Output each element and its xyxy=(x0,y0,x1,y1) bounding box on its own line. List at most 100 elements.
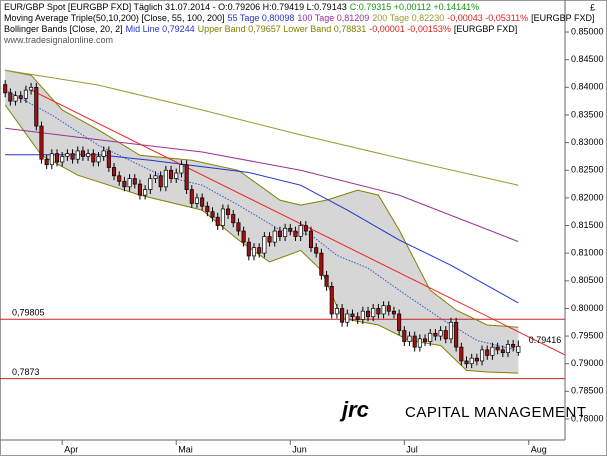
x-tick-label: Jun xyxy=(292,444,307,454)
candle-body xyxy=(251,247,257,257)
candle-body xyxy=(423,338,428,342)
y-tick-label: 0.80500 xyxy=(571,275,604,285)
legend-text: 100 Tage 0,81209 xyxy=(297,13,369,23)
candle-body xyxy=(91,153,96,163)
candle-body xyxy=(355,316,360,320)
candle-body xyxy=(215,216,220,226)
candle-body xyxy=(448,321,453,340)
candle-body xyxy=(158,175,163,188)
candle-body xyxy=(153,175,158,179)
y-tick-label: 0.85000 xyxy=(571,26,604,36)
candle-body xyxy=(75,150,80,160)
legend-text: www.tradesignalonline.com xyxy=(3,35,113,45)
legend-text: -0,00001 -0,00153% xyxy=(369,24,451,34)
candle-body xyxy=(267,236,272,243)
candle-body xyxy=(122,180,127,188)
y-tick-label: 0.79000 xyxy=(571,358,604,368)
legend-text: Moving Average Triple(50,10,200) [Close,… xyxy=(4,13,224,23)
line-1 xyxy=(4,104,519,374)
legend-text: Upper Band 0,79657 Lower Band 0,78831 xyxy=(198,24,367,34)
candle-body xyxy=(454,321,459,348)
candle-body xyxy=(438,330,443,337)
y-tick-label: 0.81000 xyxy=(571,248,604,258)
candle-body xyxy=(179,164,184,174)
candle-body xyxy=(407,335,412,342)
candle-body xyxy=(324,274,329,287)
line-4 xyxy=(5,127,519,243)
candle-body xyxy=(480,349,485,362)
y-tick-label: 0.84000 xyxy=(571,82,604,92)
candle-body xyxy=(18,95,23,99)
candle-body xyxy=(169,169,174,179)
candle-body xyxy=(272,230,277,243)
candle-body xyxy=(163,169,168,188)
y-tick-label: 0.80000 xyxy=(571,303,604,313)
candle-body xyxy=(174,172,179,179)
candle-body xyxy=(459,346,464,362)
candle-body xyxy=(200,197,205,207)
candle-body xyxy=(500,349,505,354)
candle-body xyxy=(127,178,132,188)
candle-body xyxy=(106,150,111,168)
candle-body xyxy=(402,330,407,342)
logo-mark: jrc xyxy=(339,397,369,422)
candle-body xyxy=(360,310,365,320)
candle-body xyxy=(231,214,236,224)
candle-body xyxy=(65,153,70,157)
candle-body xyxy=(490,346,495,356)
legend-text: Bollinger Bands [Close, 20, 2] xyxy=(4,24,123,34)
x-tick-label: Apr xyxy=(64,444,78,454)
candle-body xyxy=(329,285,334,315)
candle-body xyxy=(29,86,34,91)
candle-body xyxy=(417,338,422,348)
x-tick-label: Aug xyxy=(531,444,547,454)
candle-body xyxy=(381,305,386,315)
candle-body xyxy=(350,313,355,318)
legend-line: Bollinger Bands [Close, 20, 2] Mid Line 0… xyxy=(4,24,517,34)
candle-body xyxy=(412,335,417,348)
candle-body xyxy=(137,183,142,196)
candle-body xyxy=(257,247,262,254)
candle-body xyxy=(220,208,225,226)
line-5 xyxy=(5,154,519,304)
candle-body xyxy=(386,305,391,312)
candle-body xyxy=(433,332,438,337)
candle-body xyxy=(334,308,339,315)
candle-body xyxy=(143,189,148,196)
y-tick-label: 0.83000 xyxy=(571,137,604,147)
candle-body xyxy=(428,332,433,342)
legend-line: www.tradesignalonline.com xyxy=(3,35,113,45)
candle-body xyxy=(60,156,65,163)
line-3 xyxy=(5,69,519,186)
candle-body xyxy=(474,357,479,362)
trend-label: 0.79416 xyxy=(529,335,562,345)
candle-body xyxy=(189,189,194,204)
band-fill xyxy=(5,70,519,374)
candle-body xyxy=(148,178,153,190)
candle-body xyxy=(39,125,44,160)
legend-text: -0,00043 -0,05311% xyxy=(447,13,528,23)
y-tick-label: 0.84500 xyxy=(571,54,604,64)
candle-body xyxy=(505,344,511,354)
candle-body xyxy=(277,230,282,237)
legend-text: Mid Line 0,79244 xyxy=(126,24,195,34)
candle-body xyxy=(44,158,49,166)
candle-body xyxy=(365,310,371,318)
candle-body xyxy=(210,211,215,218)
candle-body xyxy=(184,164,189,190)
legend-text: C:0.79315 +0,00112 +0.14141% xyxy=(350,2,479,12)
candle-body xyxy=(3,84,8,94)
candle-body xyxy=(54,153,60,163)
y-tick-label: 0.83500 xyxy=(571,109,604,119)
candle-body xyxy=(340,308,345,323)
candle-body xyxy=(8,92,13,102)
candle-body xyxy=(495,346,500,351)
candle-body xyxy=(516,345,521,353)
candle-body xyxy=(371,308,376,318)
candle-body xyxy=(241,230,246,243)
legend-text: [EURGBP FXD] xyxy=(454,24,517,34)
candle-body xyxy=(319,252,324,276)
candle-body xyxy=(511,344,516,348)
candle-body xyxy=(205,205,210,213)
candle-body xyxy=(112,167,117,177)
